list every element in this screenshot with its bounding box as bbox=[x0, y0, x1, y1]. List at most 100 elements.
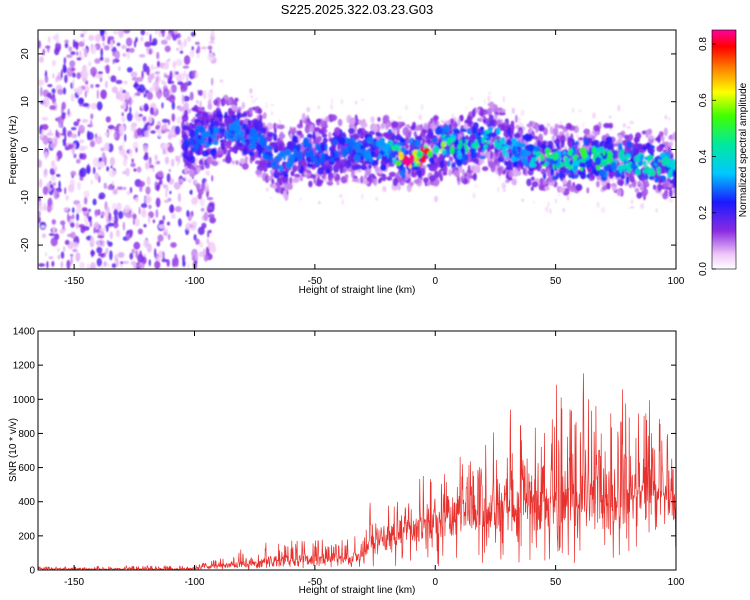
noise-cell bbox=[178, 155, 181, 164]
ridge-cell bbox=[456, 176, 460, 183]
noise-cell bbox=[187, 178, 193, 184]
y-tick-label: 600 bbox=[18, 463, 35, 474]
noise-cell bbox=[102, 42, 105, 47]
noise-cell bbox=[629, 120, 634, 125]
ridge-cell bbox=[482, 166, 489, 172]
noise-cell bbox=[81, 70, 89, 79]
noise-cell bbox=[72, 78, 75, 89]
ridge-cell bbox=[359, 145, 366, 150]
noise-cell bbox=[107, 185, 113, 191]
noise-cell bbox=[129, 229, 133, 236]
noise-cell bbox=[63, 207, 69, 212]
ridge-cell bbox=[642, 146, 647, 151]
ridge-cell bbox=[294, 173, 301, 178]
ridge-cell bbox=[207, 114, 213, 119]
noise-cell bbox=[81, 207, 88, 212]
noise-cell bbox=[138, 263, 145, 268]
noise-cell bbox=[146, 91, 153, 100]
ridge-cell bbox=[310, 156, 315, 161]
ridge-cell bbox=[442, 164, 448, 174]
noise-cell bbox=[115, 79, 123, 85]
ridge-cell bbox=[625, 154, 629, 163]
noise-cell bbox=[64, 133, 67, 143]
noise-cell bbox=[299, 197, 302, 201]
ridge-cell bbox=[470, 158, 477, 162]
ridge-cell bbox=[530, 176, 535, 181]
noise-cell bbox=[108, 169, 116, 178]
noise-cell bbox=[126, 51, 130, 60]
noise-cell bbox=[136, 127, 142, 136]
noise-cell bbox=[68, 184, 75, 193]
ridge-cell bbox=[288, 159, 292, 167]
ridge-cell bbox=[395, 134, 402, 141]
ridge-cell bbox=[357, 119, 365, 125]
ridge-cell bbox=[573, 164, 579, 172]
noise-cell bbox=[163, 74, 171, 79]
ridge-cell bbox=[477, 164, 481, 174]
ridge-cell bbox=[443, 124, 451, 133]
noise-cell bbox=[562, 208, 565, 213]
ridge-cell bbox=[637, 143, 643, 151]
ridge-cell bbox=[391, 121, 399, 129]
ridge-cell bbox=[331, 152, 336, 158]
noise-cell bbox=[76, 51, 79, 56]
noise-cell bbox=[93, 227, 96, 234]
ridge-cell bbox=[425, 139, 433, 144]
noise-cell bbox=[139, 250, 143, 259]
ridge-cell bbox=[314, 131, 320, 138]
noise-cell bbox=[182, 260, 186, 267]
noise-cell bbox=[178, 178, 184, 184]
ridge-cell bbox=[277, 184, 282, 193]
ridge-cell bbox=[355, 141, 361, 146]
ridge-cell bbox=[183, 138, 187, 146]
ridge-cell bbox=[308, 142, 313, 149]
noise-cell bbox=[69, 60, 76, 68]
ridge-cell bbox=[623, 134, 631, 140]
ridge-cell bbox=[471, 165, 475, 172]
ridge-cell bbox=[565, 122, 573, 130]
noise-cell bbox=[41, 233, 47, 238]
noise-cell bbox=[170, 213, 176, 219]
ridge-cell bbox=[249, 127, 257, 138]
y-tick-label: 800 bbox=[18, 429, 35, 440]
noise-cell bbox=[118, 125, 125, 132]
ridge-cell bbox=[190, 155, 196, 164]
ridge-cell bbox=[422, 133, 426, 138]
ridge-cell bbox=[271, 160, 277, 169]
ridge-cell bbox=[383, 114, 390, 122]
noise-cell bbox=[157, 91, 161, 100]
ridge-cell bbox=[304, 124, 311, 134]
ridge-cell bbox=[467, 139, 471, 149]
noise-cell bbox=[73, 143, 77, 150]
ridge-cell bbox=[244, 155, 248, 165]
noise-cell bbox=[38, 205, 45, 211]
ridge-cell bbox=[416, 162, 420, 167]
ridge-cell bbox=[579, 172, 587, 180]
colorbar-ticks: 0.0 0.2 0.4 0.6 0.8 bbox=[698, 37, 716, 276]
noise-cell bbox=[100, 47, 104, 58]
noise-cell bbox=[195, 183, 201, 190]
ridge-cell bbox=[489, 119, 495, 127]
ridge-cell bbox=[357, 128, 362, 135]
ridge-cell bbox=[284, 149, 292, 157]
ridge-cell bbox=[233, 126, 238, 135]
noise-cell bbox=[487, 91, 492, 95]
noise-cell bbox=[80, 33, 85, 38]
noise-cell bbox=[70, 93, 75, 102]
ridge-cell bbox=[359, 149, 366, 155]
noise-cell bbox=[121, 150, 126, 158]
noise-cell bbox=[75, 203, 82, 209]
noise-cell bbox=[124, 204, 131, 214]
noise-cell bbox=[190, 226, 197, 231]
ridge-cell bbox=[392, 157, 397, 165]
ridge-cell bbox=[532, 135, 539, 140]
ridge-cell bbox=[460, 175, 464, 183]
noise-cell bbox=[209, 216, 217, 224]
noise-cell bbox=[167, 145, 175, 153]
noise-cell bbox=[119, 93, 125, 102]
noise-cell bbox=[71, 214, 75, 220]
ridge-cell bbox=[381, 173, 387, 182]
ridge-cell bbox=[205, 164, 210, 169]
noise-cell bbox=[155, 30, 158, 35]
noise-cell bbox=[103, 182, 108, 189]
